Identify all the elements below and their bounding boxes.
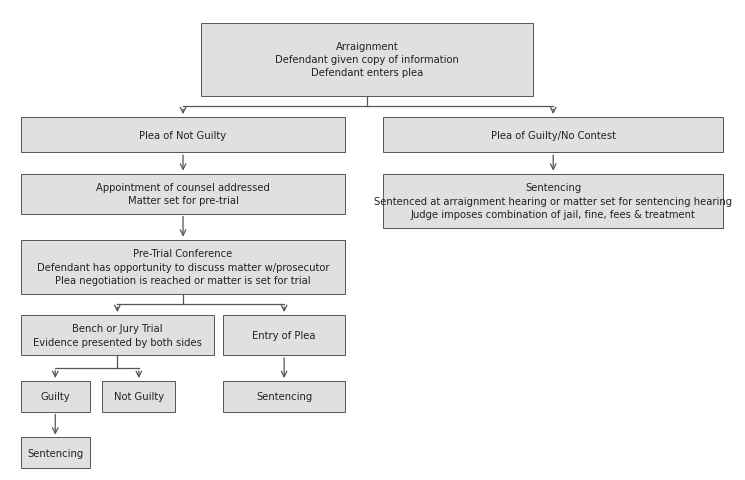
Text: Arraignment: Arraignment	[336, 42, 399, 52]
Text: Judge imposes combination of jail, fine, fees & treatment: Judge imposes combination of jail, fine,…	[410, 209, 696, 219]
FancyBboxPatch shape	[21, 381, 90, 412]
FancyBboxPatch shape	[384, 174, 723, 228]
Text: Plea of Guilty/No Contest: Plea of Guilty/No Contest	[491, 131, 615, 140]
Text: Sentencing: Sentencing	[256, 391, 312, 401]
Text: Plea of Not Guilty: Plea of Not Guilty	[139, 131, 226, 140]
Text: Matter set for pre-trial: Matter set for pre-trial	[127, 196, 238, 206]
Text: Defendant given copy of information: Defendant given copy of information	[275, 55, 459, 65]
Text: Entry of Plea: Entry of Plea	[253, 330, 316, 340]
FancyBboxPatch shape	[223, 315, 346, 355]
FancyBboxPatch shape	[21, 240, 346, 294]
FancyBboxPatch shape	[21, 174, 346, 214]
Text: Sentencing: Sentencing	[525, 183, 581, 193]
Text: Appointment of counsel addressed: Appointment of counsel addressed	[96, 182, 270, 192]
FancyBboxPatch shape	[21, 438, 90, 468]
Text: Bench or Jury Trial: Bench or Jury Trial	[72, 324, 162, 334]
Text: Sentenced at arraignment hearing or matter set for sentencing hearing: Sentenced at arraignment hearing or matt…	[374, 196, 732, 206]
Text: Plea negotiation is reached or matter is set for trial: Plea negotiation is reached or matter is…	[55, 275, 311, 285]
Text: Sentencing: Sentencing	[27, 448, 83, 458]
FancyBboxPatch shape	[201, 24, 533, 96]
FancyBboxPatch shape	[223, 381, 346, 412]
FancyBboxPatch shape	[384, 118, 723, 153]
Text: Defendant enters plea: Defendant enters plea	[311, 68, 423, 78]
FancyBboxPatch shape	[102, 381, 175, 412]
Text: Pre-Trial Conference: Pre-Trial Conference	[133, 249, 232, 259]
FancyBboxPatch shape	[21, 315, 214, 355]
Text: Defendant has opportunity to discuss matter w/prosecutor: Defendant has opportunity to discuss mat…	[37, 262, 329, 272]
Text: Guilty: Guilty	[40, 391, 70, 401]
Text: Evidence presented by both sides: Evidence presented by both sides	[33, 337, 202, 347]
Text: Not Guilty: Not Guilty	[114, 391, 164, 401]
FancyBboxPatch shape	[21, 118, 346, 153]
